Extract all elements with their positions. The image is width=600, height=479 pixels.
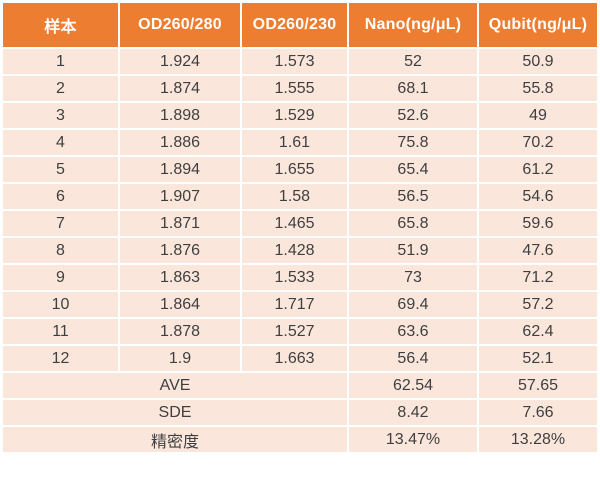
table-cell: 73 [349,265,477,290]
table-cell: 1.876 [120,238,240,263]
summary-value: 7.66 [479,400,597,425]
table-row: 1 1.924 1.573 52 50.9 [3,49,597,74]
table-cell: 1.924 [120,49,240,74]
table-cell: 1.533 [242,265,347,290]
table-cell: 5 [3,157,118,182]
table-cell: 1.874 [120,76,240,101]
summary-value: 8.42 [349,400,477,425]
table-cell: 1.9 [120,346,240,371]
summary-value: 13.47% [349,427,477,452]
table-cell: 56.5 [349,184,477,209]
summary-label: AVE [3,373,347,398]
table-row: 3 1.898 1.529 52.6 49 [3,103,597,128]
summary-value: 57.65 [479,373,597,398]
table-cell: 1.58 [242,184,347,209]
table-cell: 1.573 [242,49,347,74]
table-row: 9 1.863 1.533 73 71.2 [3,265,597,290]
header-cell-od260-280: OD260/280 [120,3,240,47]
table-row: 6 1.907 1.58 56.5 54.6 [3,184,597,209]
table-cell: 57.2 [479,292,597,317]
table-cell: 1.863 [120,265,240,290]
table-row: 5 1.894 1.655 65.4 61.2 [3,157,597,182]
summary-label: 精密度 [3,427,347,452]
table-cell: 8 [3,238,118,263]
table-cell: 2 [3,76,118,101]
table-row: 2 1.874 1.555 68.1 55.8 [3,76,597,101]
table-row: 7 1.871 1.465 65.8 59.6 [3,211,597,236]
table-cell: 52.6 [349,103,477,128]
table-cell: 52 [349,49,477,74]
summary-row: 精密度 13.47% 13.28% [3,427,597,452]
table-row: 10 1.864 1.717 69.4 57.2 [3,292,597,317]
table-cell: 59.6 [479,211,597,236]
table-cell: 68.1 [349,76,477,101]
table-cell: 1.663 [242,346,347,371]
table-cell: 1.907 [120,184,240,209]
table-cell: 69.4 [349,292,477,317]
table-cell: 1.878 [120,319,240,344]
header-row: 样本 OD260/280 OD260/230 Nano(ng/μL) Qubit… [3,3,597,47]
sample-qc-table: 样本 OD260/280 OD260/230 Nano(ng/μL) Qubit… [1,1,599,454]
table-cell: 65.8 [349,211,477,236]
summary-row: SDE 8.42 7.66 [3,400,597,425]
table-cell: 62.4 [479,319,597,344]
table-row: 4 1.886 1.61 75.8 70.2 [3,130,597,155]
table-cell: 1.717 [242,292,347,317]
table-cell: 1.864 [120,292,240,317]
table-cell: 55.8 [479,76,597,101]
table-cell: 47.6 [479,238,597,263]
table-cell: 65.4 [349,157,477,182]
table-body: 1 1.924 1.573 52 50.9 2 1.874 1.555 68.1 55.8 3 1.8… [3,49,597,452]
table-cell: 1.886 [120,130,240,155]
table-cell: 54.6 [479,184,597,209]
table-cell: 1 [3,49,118,74]
table-cell: 1.555 [242,76,347,101]
table-cell: 12 [3,346,118,371]
table-cell: 75.8 [349,130,477,155]
table-row: 8 1.876 1.428 51.9 47.6 [3,238,597,263]
table-cell: 49 [479,103,597,128]
table-header: 样本 OD260/280 OD260/230 Nano(ng/μL) Qubit… [3,3,597,47]
table-cell: 11 [3,319,118,344]
table-cell: 70.2 [479,130,597,155]
table-cell: 4 [3,130,118,155]
table-cell: 1.529 [242,103,347,128]
summary-value: 13.28% [479,427,597,452]
table-cell: 3 [3,103,118,128]
summary-row: AVE 62.54 57.65 [3,373,597,398]
table-cell: 52.1 [479,346,597,371]
table-cell: 1.894 [120,157,240,182]
table-cell: 1.428 [242,238,347,263]
header-cell-od260-230: OD260/230 [242,3,347,47]
table-cell: 7 [3,211,118,236]
table-cell: 61.2 [479,157,597,182]
table-cell: 1.898 [120,103,240,128]
table-cell: 71.2 [479,265,597,290]
summary-value: 62.54 [349,373,477,398]
table-cell: 1.527 [242,319,347,344]
table-row: 12 1.9 1.663 56.4 52.1 [3,346,597,371]
table-cell: 1.61 [242,130,347,155]
table-cell: 1.871 [120,211,240,236]
header-cell-qubit: Qubit(ng/μL) [479,3,597,47]
table-cell: 1.655 [242,157,347,182]
table-cell: 6 [3,184,118,209]
table-cell: 63.6 [349,319,477,344]
table-cell: 51.9 [349,238,477,263]
summary-label: SDE [3,400,347,425]
table-row: 11 1.878 1.527 63.6 62.4 [3,319,597,344]
table-cell: 56.4 [349,346,477,371]
table-cell: 10 [3,292,118,317]
header-cell-nano: Nano(ng/μL) [349,3,477,47]
header-cell-sample: 样本 [3,3,118,47]
table-cell: 1.465 [242,211,347,236]
table-cell: 9 [3,265,118,290]
table-cell: 50.9 [479,49,597,74]
